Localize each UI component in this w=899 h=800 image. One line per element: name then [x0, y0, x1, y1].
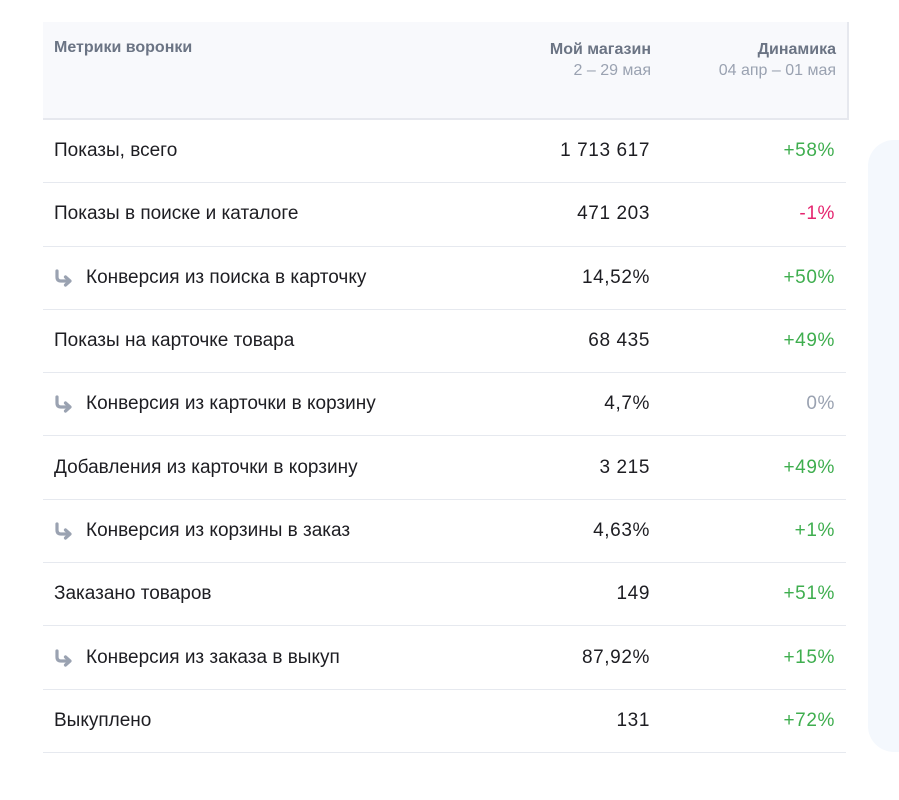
table-row[interactable]: Показы на карточке товара 68 435 +49% — [43, 310, 846, 374]
metric-label: Конверсия из корзины в заказ — [54, 520, 350, 542]
metric-label: Показы на карточке товара — [54, 330, 294, 352]
metric-label: Конверсия из заказа в выкуп — [54, 647, 340, 669]
metric-label: Конверсия из карточки в корзину — [54, 393, 376, 415]
turn-right-arrow-icon — [55, 648, 72, 667]
metric-dynamics: 0% — [806, 393, 835, 415]
table-row[interactable]: Конверсия из карточки в корзину 4,7% 0% — [43, 373, 846, 437]
column-title: Мой магазин — [549, 41, 651, 58]
metric-value: 68 435 — [588, 330, 650, 352]
metric-label: Показы в поиске и каталоге — [54, 203, 298, 225]
metric-value: 131 — [616, 709, 650, 731]
table-header: Метрики воронки Мой магазин 2 – 29 мая Д… — [43, 22, 849, 120]
metric-dynamics: -1% — [799, 203, 835, 225]
table-row[interactable]: Добавления из карточки в корзину 3 215 +… — [43, 436, 846, 500]
metric-value: 87,92% — [581, 646, 650, 668]
metric-label-text: Конверсия из корзины в заказ — [86, 519, 351, 541]
metric-value: 4,7% — [604, 393, 650, 415]
metric-dynamics: +1% — [794, 519, 835, 541]
metric-label: Выкуплено — [54, 710, 151, 732]
metric-value: 4,63% — [593, 519, 650, 541]
metric-dynamics: +49% — [783, 456, 835, 478]
metric-label-text: Заказано товаров — [54, 583, 212, 605]
column-header-dynamics[interactable]: Динамика 04 апр – 01 мая — [719, 39, 836, 81]
metric-label: Конверсия из поиска в карточку — [54, 267, 366, 289]
metric-label-text: Показы в поиске и каталоге — [54, 203, 299, 225]
metric-label-text: Показы на карточке товара — [54, 330, 295, 352]
metric-dynamics: +72% — [783, 709, 835, 731]
table-body: Показы, всего 1 713 617 +58% Показы в по… — [43, 120, 847, 753]
metric-dynamics: +58% — [783, 140, 835, 162]
metric-dynamics: +15% — [783, 646, 835, 668]
metric-dynamics: +51% — [783, 583, 835, 605]
column-header-metrics: Метрики воронки — [54, 39, 193, 56]
metric-label-text: Конверсия из карточки в корзину — [86, 393, 376, 415]
metric-value: 471 203 — [577, 203, 650, 225]
metric-label: Заказано товаров — [54, 583, 211, 605]
metric-label-text: Выкуплено — [54, 709, 152, 731]
metric-value: 1 713 617 — [560, 140, 650, 162]
table-row[interactable]: Конверсия из корзины в заказ 4,63% +1% — [43, 500, 846, 564]
metric-label-text: Конверсия из заказа в выкуп — [86, 646, 340, 668]
metric-label-text: Показы, всего — [54, 140, 178, 162]
column-header-my-shop[interactable]: Мой магазин 2 – 29 мая — [550, 39, 651, 81]
metric-label-text: Добавления из карточки в корзину — [54, 456, 358, 478]
side-panel — [868, 140, 899, 752]
column-period: 2 – 29 мая — [573, 62, 652, 79]
metric-dynamics: +50% — [783, 266, 835, 288]
metric-value: 3 215 — [599, 456, 650, 478]
table-row[interactable]: Заказано товаров 149 +51% — [43, 563, 846, 627]
metric-label: Показы, всего — [54, 140, 177, 162]
turn-right-arrow-icon — [55, 395, 72, 413]
metric-value: 149 — [616, 583, 650, 605]
table-row[interactable]: Выкуплено 131 +72% — [43, 690, 846, 753]
column-period: 04 апр – 01 мая — [718, 62, 836, 79]
table-row[interactable]: Конверсия из поиска в карточку 14,52% +5… — [43, 247, 846, 310]
table-row[interactable]: Показы в поиске и каталоге 471 203 -1% — [43, 183, 846, 247]
metric-value: 14,52% — [581, 266, 650, 288]
metric-dynamics: +49% — [783, 330, 835, 352]
table-row[interactable]: Конверсия из заказа в выкуп 87,92% +15% — [43, 626, 846, 690]
column-title: Динамика — [757, 41, 836, 58]
funnel-metrics-table: Метрики воронки Мой магазин 2 – 29 мая Д… — [43, 22, 849, 753]
turn-right-arrow-icon — [55, 522, 72, 540]
metric-label: Добавления из карточки в корзину — [54, 457, 358, 479]
table-row[interactable]: Показы, всего 1 713 617 +58% — [43, 120, 846, 184]
turn-right-arrow-icon — [55, 269, 72, 287]
metric-label-text: Конверсия из поиска в карточку — [86, 266, 367, 288]
